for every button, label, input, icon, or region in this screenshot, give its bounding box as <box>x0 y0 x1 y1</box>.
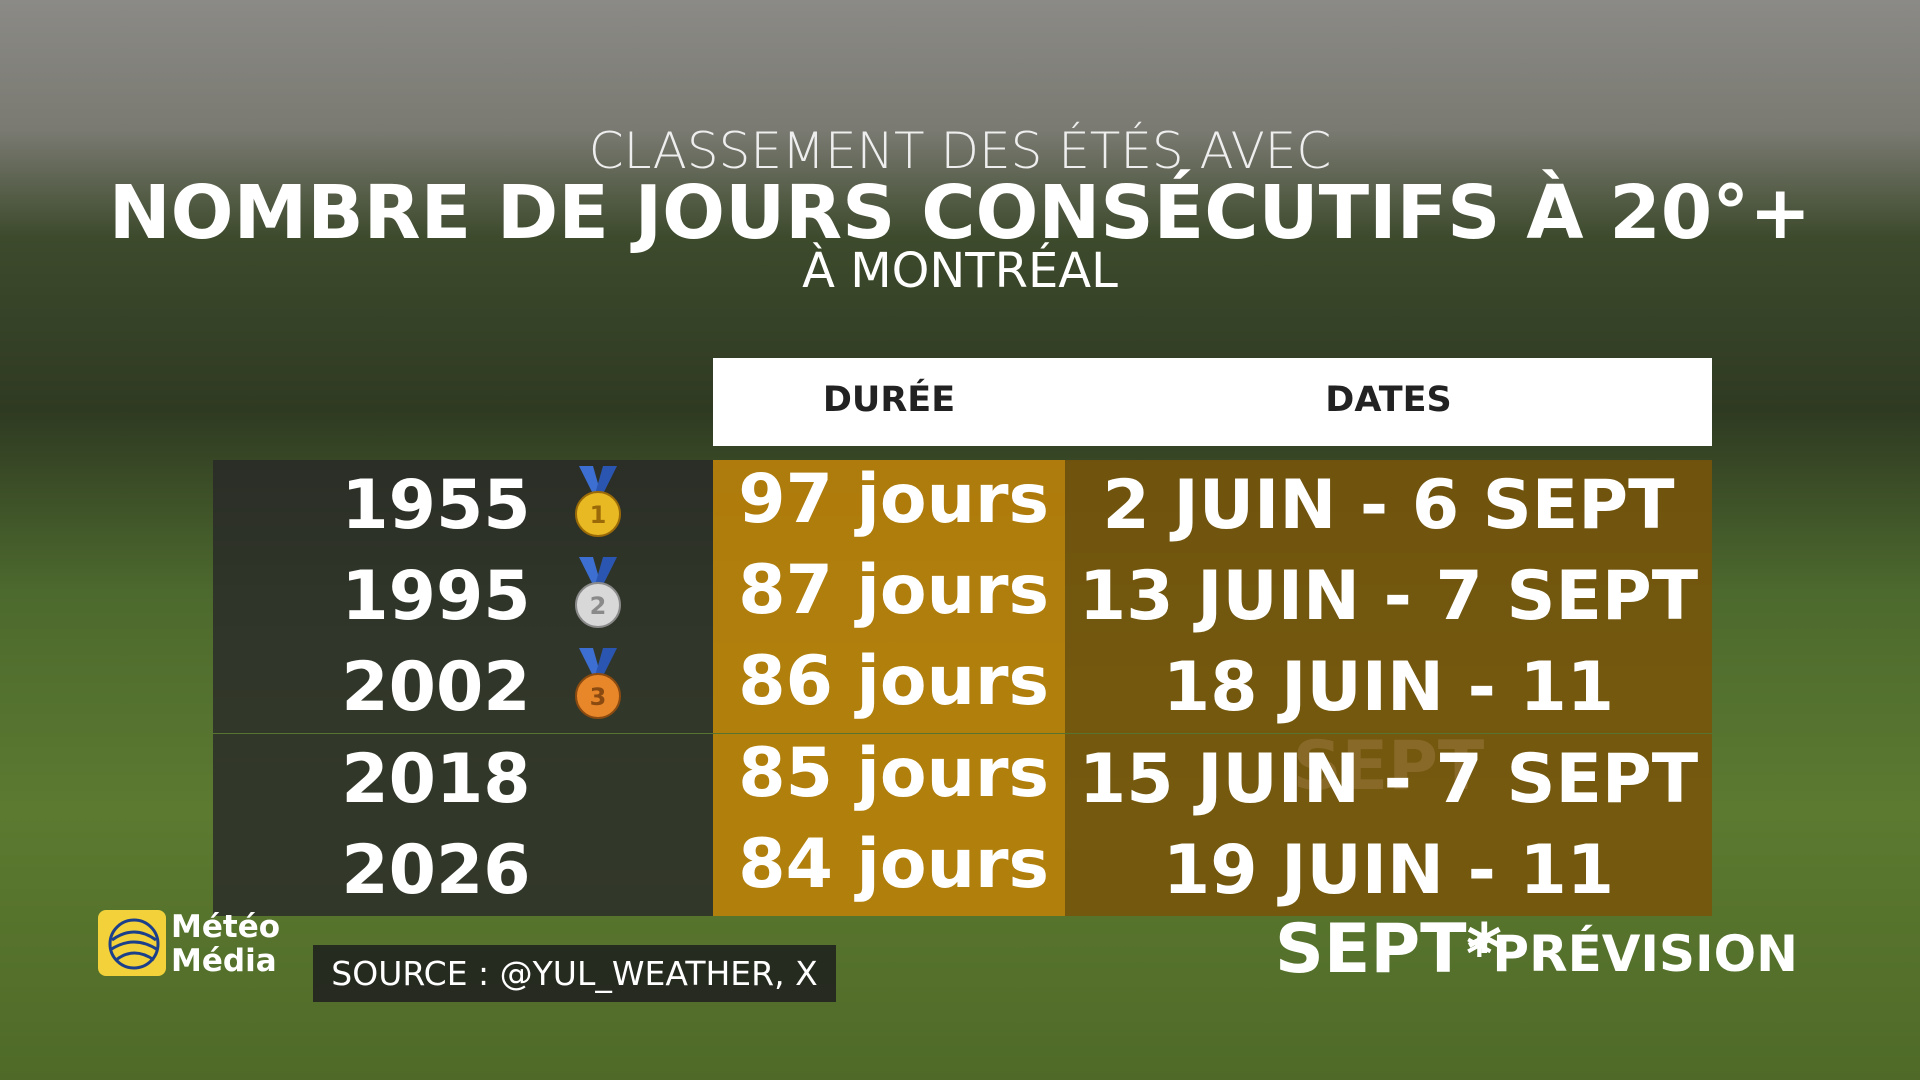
year-cell: 2026 <box>213 824 713 916</box>
duration-cell: 87 jours <box>713 551 1065 643</box>
dates-cell: 2 JUIN - 6 SEPT <box>1065 460 1712 551</box>
dates: 19 JUIN - 11 SEPT* <box>1162 830 1615 989</box>
year: 1995 <box>341 557 531 637</box>
subtitle: À MONTRÉAL <box>802 243 1118 299</box>
table-row: 1955 1 97 jours 2 JUIN - 6 SEPT <box>213 460 1712 551</box>
year-cell: 1995 2 <box>213 551 713 643</box>
logo-icon <box>98 910 166 976</box>
source: SOURCE : @YUL_WEATHER, X <box>313 945 836 1002</box>
medal: 3 <box>575 648 621 720</box>
year: 2002 <box>341 648 531 728</box>
medal-rank: 3 <box>590 683 607 711</box>
title: NOMBRE DE JOURS CONSÉCUTIFS À 20°+ <box>108 170 1812 256</box>
column-header: DATES <box>1325 380 1452 420</box>
logo-line: Média <box>171 943 277 979</box>
footnote: *PRÉVISION <box>1466 925 1798 983</box>
duration: 87 jours <box>738 551 1049 631</box>
logo-line: Météo <box>171 909 281 945</box>
medal-rank: 1 <box>590 501 607 529</box>
table-row: 2018 85 jours 15 JUIN - 7 SEPT <box>213 733 1712 825</box>
medal-rank: 2 <box>590 592 607 620</box>
dates-cell: 13 JUIN - 7 SEPT <box>1065 551 1712 643</box>
duration: 85 jours <box>738 733 1049 813</box>
title-line: CLASSEMENT DES ÉTÉS AVEC <box>588 122 1332 180</box>
year-cell: 2018 <box>213 733 713 825</box>
logo-text: Météo Média <box>171 910 280 978</box>
dates: 15 JUIN - 7 SEPT <box>1078 739 1699 819</box>
dates: 2 JUIN - 6 SEPT <box>1102 466 1675 545</box>
year-cell: 1955 1 <box>213 460 713 551</box>
year: 2026 <box>341 830 531 910</box>
year-cell: 2002 3 <box>213 642 713 734</box>
duration: 86 jours <box>738 642 1049 722</box>
duration: 84 jours <box>738 824 1049 904</box>
dates-cell: 15 JUIN - 7 SEPT <box>1065 733 1712 825</box>
table-row: 2026 84 jours 19 JUIN - 11 SEPT* <box>213 824 1712 989</box>
year: 1955 <box>341 466 531 545</box>
medal: 1 <box>575 466 621 537</box>
medal: 2 <box>575 557 621 629</box>
duration-cell: 86 jours <box>713 642 1065 734</box>
dates: 13 JUIN - 7 SEPT <box>1078 557 1699 637</box>
duration-cell: 85 jours <box>713 733 1065 825</box>
year: 2018 <box>341 739 531 819</box>
duration-cell: 84 jours <box>713 824 1065 916</box>
table-header: DURÉE DATES <box>713 358 1712 446</box>
table-row: 1995 2 87 jours 13 JUIN - 7 SEPT <box>213 551 1712 643</box>
duration-cell: 97 jours <box>713 460 1065 551</box>
dates-cell: 19 JUIN - 11 SEPT* <box>1065 824 1712 989</box>
column-header: DURÉE <box>822 380 956 420</box>
dates-cell: 18 JUIN - 11 SEPT <box>1065 642 1712 806</box>
duration: 97 jours <box>738 460 1049 539</box>
